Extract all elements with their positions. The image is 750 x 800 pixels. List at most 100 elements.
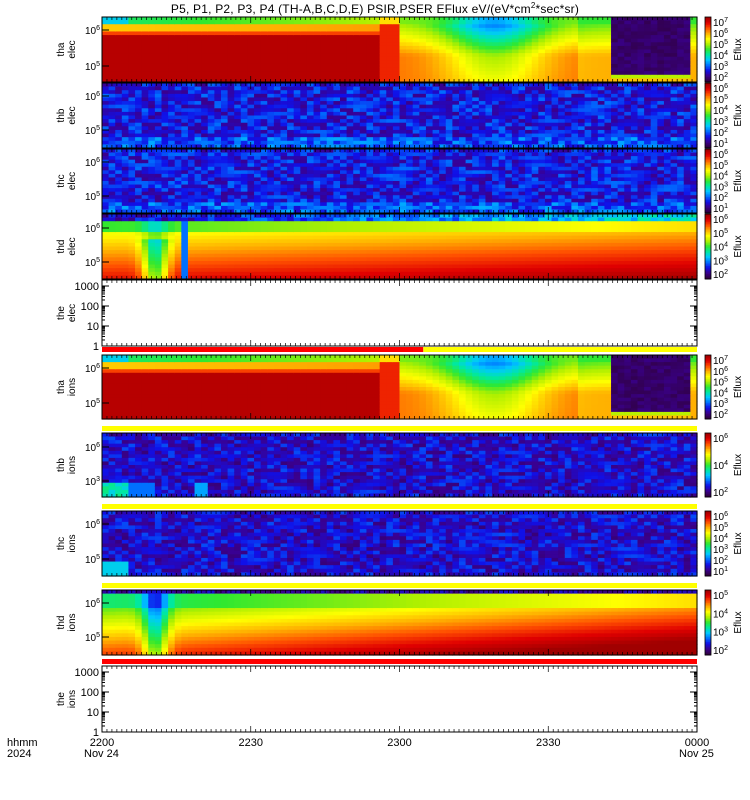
spectrogram-cell <box>571 20 579 25</box>
spectrogram-cell <box>306 45 315 51</box>
spectrogram-cell <box>333 137 341 142</box>
spectrogram-cell <box>630 56 639 61</box>
spectrogram-cell <box>439 198 447 203</box>
spectrogram-cell <box>121 42 130 47</box>
spectrogram-cell <box>551 42 559 47</box>
spectrogram-cell <box>346 45 354 51</box>
spectrogram-cell <box>558 137 566 142</box>
spectrogram-cell <box>406 53 414 58</box>
spectrogram-cell <box>478 163 487 168</box>
spectrogram-cell <box>558 129 566 135</box>
y-tick-label: 106 <box>85 25 100 37</box>
spectrogram-cell <box>267 20 275 25</box>
spectrogram-cell <box>353 144 361 149</box>
spectrogram-cell <box>379 202 387 207</box>
spectrogram-cell <box>465 35 473 40</box>
spectrogram-cell <box>221 115 229 120</box>
spectrogram-cell <box>221 159 229 164</box>
spectrogram-cell <box>624 111 632 117</box>
spectrogram-cell <box>432 205 440 211</box>
spectrogram-cell <box>148 163 156 168</box>
spectrogram-cell <box>630 60 639 65</box>
spectrogram-cell <box>379 97 387 102</box>
colorbar-step <box>705 139 711 142</box>
spectrogram-cell <box>624 20 632 25</box>
spectrogram-cell <box>214 83 222 88</box>
spectrogram-cell <box>194 45 202 51</box>
spectrogram-cell <box>366 181 374 186</box>
spectrogram-cell <box>611 137 619 142</box>
spectrogram-cell <box>432 140 440 145</box>
spectrogram-cell <box>161 152 169 157</box>
spectrogram-cell <box>419 60 427 65</box>
spectrogram-cell <box>194 115 202 120</box>
spectrogram-cell <box>459 119 467 124</box>
spectrogram-cell <box>280 108 288 113</box>
spectrogram-cell <box>465 181 473 186</box>
spectrogram-cell <box>663 38 672 43</box>
spectrogram-cell <box>267 31 275 36</box>
spectrogram-cell <box>174 163 182 168</box>
spectrogram-cell <box>161 159 169 164</box>
spectrogram-cell <box>280 78 288 83</box>
spectrogram-cell <box>154 115 163 120</box>
spectrogram-cell <box>102 71 110 76</box>
spectrogram-cell <box>214 177 222 182</box>
spectrogram-cell <box>267 129 275 135</box>
spectrogram-cell <box>472 35 480 40</box>
spectrogram-cell <box>326 163 334 168</box>
spectrogram-cell <box>287 53 295 58</box>
spectrogram-cell <box>293 181 301 186</box>
spectrogram-cell <box>254 42 262 47</box>
spectrogram-cell <box>452 119 460 124</box>
spectrogram-cell <box>194 35 202 40</box>
spectrogram-cell <box>359 115 368 120</box>
spectrogram-cell <box>121 205 130 211</box>
spectrogram-cell <box>670 90 678 95</box>
spectrogram-cell <box>518 140 526 145</box>
spectrogram-cell <box>624 31 632 36</box>
spectrogram-cell <box>412 170 420 175</box>
spectrogram-cell <box>419 31 427 36</box>
spectrogram-cell <box>181 86 189 91</box>
spectrogram-cell <box>333 111 341 117</box>
spectrogram-cell <box>617 111 625 117</box>
spectrogram-cell <box>306 71 315 76</box>
spectrogram-cell <box>597 129 606 135</box>
spectrogram-cell <box>597 63 606 69</box>
spectrogram-cell <box>578 111 586 117</box>
spectrogram-cell <box>254 83 262 88</box>
spectrogram-cell <box>551 93 559 99</box>
spectrogram-cell <box>472 202 480 207</box>
spectrogram-cell <box>214 49 222 54</box>
spectrogram-cell <box>591 140 599 145</box>
spectrogram-cell <box>406 111 414 117</box>
spectrogram-cell <box>102 173 110 179</box>
spectrogram-cell <box>280 27 288 33</box>
spectrogram-cell <box>511 78 520 83</box>
spectrogram-cell <box>306 156 315 161</box>
spectrogram-cell <box>340 122 348 127</box>
spectrogram-cell <box>511 163 520 168</box>
spectrogram-cell <box>168 140 176 145</box>
spectrogram-cell <box>141 195 149 200</box>
spectrogram-cell <box>604 35 612 40</box>
spectrogram-cell <box>505 137 513 142</box>
spectrogram-cell <box>273 83 282 88</box>
spectrogram-cell <box>102 198 110 203</box>
spectrogram-cell <box>505 188 513 193</box>
spectrogram-cell <box>273 45 282 51</box>
spectrogram-cell <box>287 191 295 196</box>
spectrogram-cell <box>234 205 242 211</box>
spectrogram-cell <box>207 140 215 145</box>
spectrogram-cell <box>505 45 513 51</box>
spectrogram-cell <box>650 108 658 113</box>
spectrogram-cell <box>538 108 546 113</box>
spectrogram-cell <box>663 35 672 40</box>
spectrogram-cell <box>564 115 572 120</box>
spectrogram-cell <box>591 31 599 36</box>
spectrogram-cell <box>240 152 249 157</box>
spectrogram-cell <box>247 166 255 171</box>
spectrogram-cell <box>201 170 209 175</box>
spectrogram-cell <box>578 97 586 102</box>
